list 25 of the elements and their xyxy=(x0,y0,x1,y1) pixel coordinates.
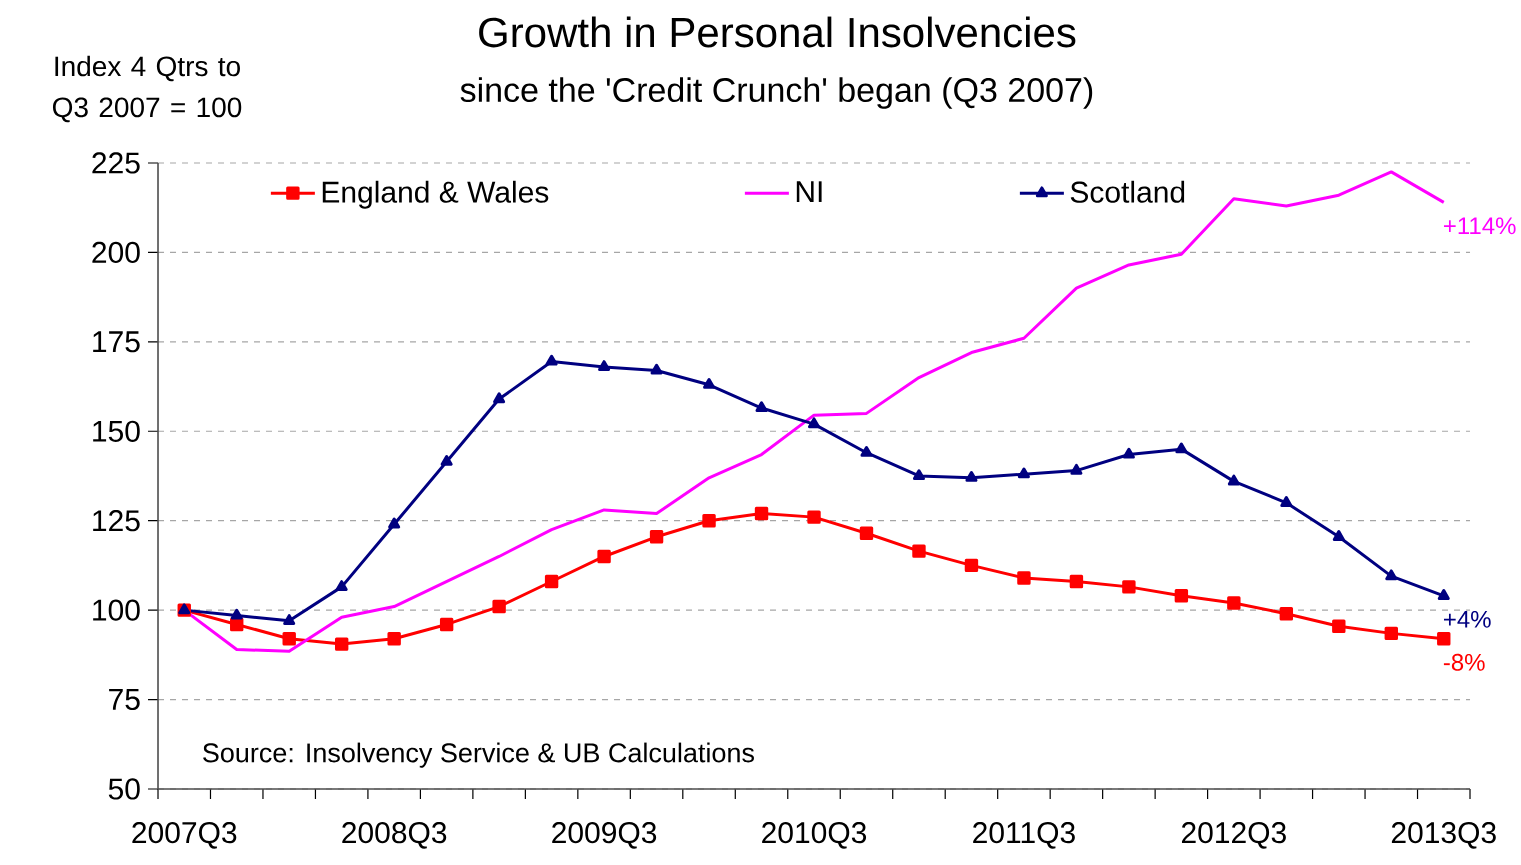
chart-subtitle: since the 'Credit Crunch' began (Q3 2007) xyxy=(460,77,1093,109)
x-tick-label: 2007Q3 xyxy=(132,822,237,849)
annotation: -8% xyxy=(1443,653,1485,671)
y-tick-label: 150 xyxy=(93,420,140,442)
chart-title: Growth in Personal Insolvencies xyxy=(479,16,1076,48)
x-tick-label: 2008Q3 xyxy=(342,822,447,849)
x-tick-label: 2013Q3 xyxy=(1391,822,1496,849)
x-tick-label: 2012Q3 xyxy=(1181,822,1286,849)
y-tick-label: 75 xyxy=(109,689,140,711)
y-tick-label: 175 xyxy=(93,331,140,353)
annotation: +4% xyxy=(1443,610,1491,628)
y-axis-title: Index 4 Qtrs to Q3 2007 = 100 xyxy=(52,55,242,123)
y-tick-label: 100 xyxy=(93,599,140,621)
y-tick-label: 50 xyxy=(108,778,140,800)
y-tick-label: 225 xyxy=(92,152,140,174)
x-tick-label: 2010Q3 xyxy=(762,822,867,849)
x-tick-label: 2011Q3 xyxy=(973,822,1075,849)
legend-label: NI xyxy=(796,181,822,202)
y-tick-label: 125 xyxy=(93,510,140,532)
legend-label: England & Wales xyxy=(322,180,549,209)
x-tick-label: 2009Q3 xyxy=(552,822,657,849)
legend-label: Scotland xyxy=(1070,180,1185,203)
y-tick-label: 200 xyxy=(92,241,140,264)
annotation: Source: Insolvency Service & UB Calculations xyxy=(203,742,754,768)
annotation: +114% xyxy=(1443,217,1516,235)
